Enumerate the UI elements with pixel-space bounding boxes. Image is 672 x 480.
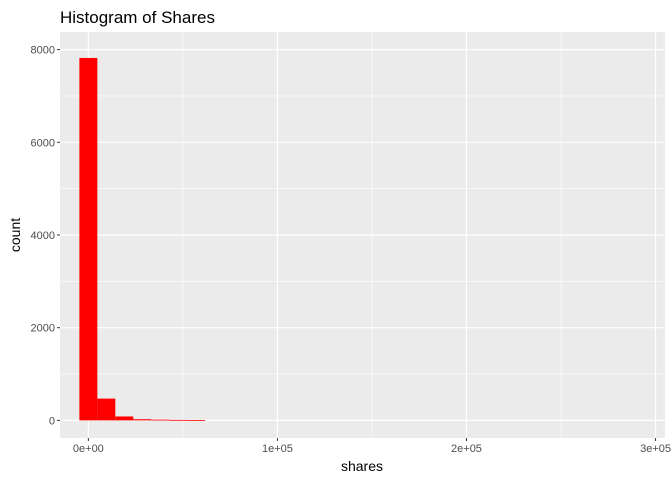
histogram-bar [79, 57, 98, 421]
y-tick-label: 6000 [31, 137, 55, 149]
chart-title: Histogram of Shares [60, 8, 215, 27]
y-axis-title: count [7, 218, 23, 252]
x-axis-title: shares [341, 458, 383, 474]
histogram-bar [115, 416, 134, 421]
y-axis: 0 2000 4000 6000 8000 [31, 45, 60, 427]
x-axis: 0e+00 1e+05 2e+05 3e+05 [73, 438, 671, 455]
histogram-bar [169, 419, 188, 421]
x-tick-label: 1e+05 [262, 443, 293, 455]
y-tick-label: 2000 [31, 323, 55, 335]
y-tick-label: 8000 [31, 45, 55, 57]
x-tick-label: 0e+00 [73, 443, 104, 455]
histogram-bar [187, 420, 206, 421]
histogram-bar [133, 419, 152, 421]
y-tick-label: 0 [49, 415, 55, 427]
histogram-bar [97, 398, 116, 421]
x-tick-label: 2e+05 [451, 443, 482, 455]
x-tick-label: 3e+05 [640, 443, 671, 455]
histogram-bar [151, 419, 170, 421]
y-tick-label: 4000 [31, 230, 55, 242]
histogram-bars [79, 57, 206, 421]
